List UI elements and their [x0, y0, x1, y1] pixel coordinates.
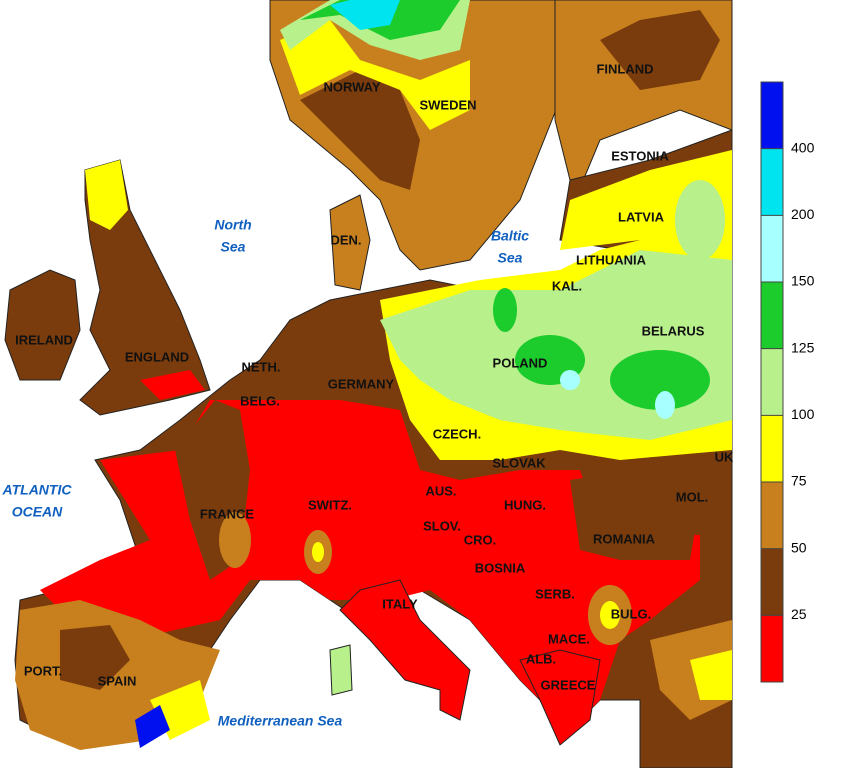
- bulgaria-yellow: [600, 601, 620, 629]
- colorbar-tick-label: 200: [791, 206, 815, 222]
- colorbar: 25 50 75 100 125 150 200 400: [760, 81, 815, 683]
- country-label: BELARUS: [642, 323, 705, 338]
- poland-green-2: [493, 288, 517, 332]
- colorbar-bin: [761, 615, 783, 682]
- country-label: KAL.: [552, 278, 582, 293]
- sea-label: Baltic: [491, 228, 529, 244]
- sea-label: North: [214, 217, 251, 233]
- country-label: MOL.: [676, 489, 709, 504]
- country-label: ROMANIA: [593, 531, 656, 546]
- belarus-green: [610, 350, 710, 410]
- country-label: NORWAY: [323, 79, 380, 94]
- country-label: BELG.: [240, 393, 280, 408]
- country-label: MACE.: [548, 631, 590, 646]
- scotland-yellow: [85, 160, 128, 230]
- colorbar-bin: [761, 82, 783, 149]
- norway-dry: [300, 70, 420, 190]
- colorbar-bin: [761, 148, 783, 216]
- spain-brown: [60, 625, 130, 690]
- country-label: PORT.: [24, 663, 62, 678]
- country-label: POLAND: [493, 355, 548, 370]
- sea-label: OCEAN: [12, 504, 63, 520]
- alps-yellow: [312, 542, 324, 562]
- colorbar-tick-label: 400: [791, 139, 815, 155]
- country-label: LITHUANIA: [576, 252, 647, 267]
- country-label: NETH.: [242, 359, 281, 374]
- romania-brown: [570, 470, 700, 560]
- ireland: [4, 269, 81, 381]
- italy: [339, 579, 471, 721]
- country-label: ENGLAND: [125, 349, 189, 364]
- country-label: UK: [715, 449, 734, 464]
- norway-yellow: [280, 20, 470, 130]
- country-label: DEN.: [330, 232, 361, 247]
- country-label: LATVIA: [618, 209, 665, 224]
- country-label: AUS.: [425, 483, 456, 498]
- country-label: ESTONIA: [611, 148, 669, 163]
- latvia-lightgreen: [675, 180, 725, 260]
- country-label: GERMANY: [328, 376, 395, 391]
- map: [4, 0, 733, 768]
- country-label: SWITZ.: [308, 497, 352, 512]
- country-label: SLOV.: [423, 518, 461, 533]
- france-tan: [219, 512, 251, 568]
- colorbar-bin: [761, 282, 783, 349]
- country-label: ITALY: [382, 596, 418, 611]
- country-label: CRO.: [464, 532, 497, 547]
- spain-blue: [135, 705, 170, 748]
- country-label: GREECE: [541, 677, 596, 692]
- denmark: [329, 194, 371, 291]
- colorbar-bin: [761, 348, 783, 416]
- country-label: SWEDEN: [419, 97, 476, 112]
- colorbar-tick-label: 75: [791, 473, 807, 489]
- sardinia: [329, 644, 353, 696]
- england-red: [140, 370, 205, 400]
- country-label: SERB.: [535, 586, 575, 601]
- colorbar-bin: [761, 415, 783, 482]
- country-label: SPAIN: [98, 673, 137, 688]
- country-label: HUNG.: [504, 497, 546, 512]
- colorbar-bin: [761, 482, 783, 549]
- sea-label: Mediterranean Sea: [218, 713, 343, 729]
- country-label: CZECH.: [433, 426, 481, 441]
- colorbar-bin: [761, 215, 783, 282]
- norway-cyan: [330, 0, 400, 30]
- colorbar-tick-label: 125: [791, 339, 815, 355]
- finland-dry: [600, 10, 720, 90]
- sea-label: Sea: [221, 239, 246, 255]
- poland-cyan: [560, 370, 580, 390]
- belarus-cyan: [655, 391, 675, 419]
- country-label: BOSNIA: [475, 560, 526, 575]
- colorbar-frame: [760, 81, 784, 683]
- colorbar-bin: [761, 548, 783, 616]
- sea-label: ATLANTIC: [2, 482, 73, 498]
- colorbar-tick-label: 100: [791, 406, 815, 422]
- colorbar-tick-label: 25: [791, 606, 807, 622]
- country-label: FRANCE: [200, 506, 254, 521]
- map-labels: NORWAY SWEDEN FINLAND ESTONIA LATVIA LIT…: [2, 61, 734, 728]
- colorbar-tick-label: 150: [791, 273, 815, 289]
- country-label: ALB.: [526, 651, 556, 666]
- country-label: FINLAND: [596, 61, 653, 76]
- country-label: IRELAND: [15, 332, 73, 347]
- country-label: BULG.: [611, 606, 651, 621]
- greece: [519, 649, 601, 746]
- country-label: SLOVAK: [492, 455, 546, 470]
- turkey-yellow: [690, 650, 732, 700]
- colorbar-tick-label: 50: [791, 539, 807, 555]
- sea-label: Sea: [498, 250, 523, 266]
